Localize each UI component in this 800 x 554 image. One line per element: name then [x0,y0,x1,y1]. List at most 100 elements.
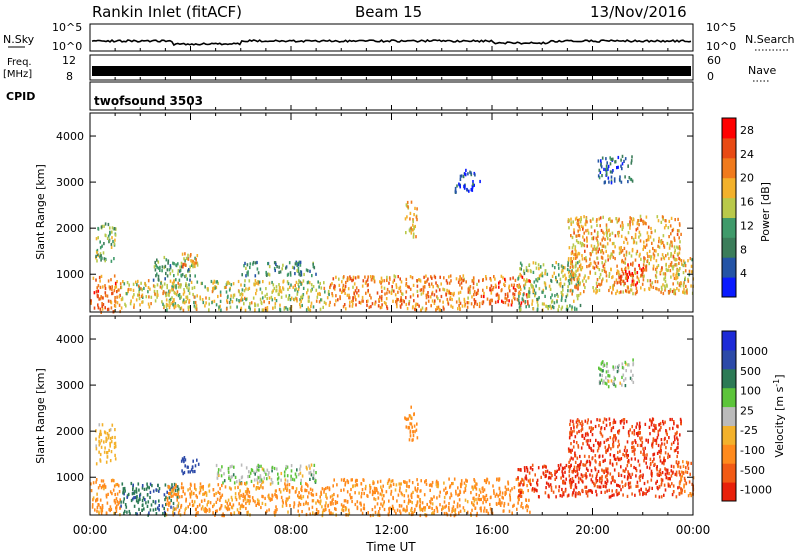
scatter-cell [422,291,425,295]
scatter-cell [605,173,608,177]
scatter-cell [662,272,665,276]
scatter-cell [627,470,629,474]
scatter-cell [540,475,542,479]
scatter-cell [675,495,678,499]
scatter-cell [600,249,602,253]
scatter-cell [349,275,351,279]
scatter-cell [609,156,611,160]
scatter-cell [636,289,638,293]
scatter-cell [350,487,352,492]
scatter-cell [180,486,183,490]
scatter-cell [413,412,415,417]
scatter-cell [601,279,603,283]
scatter-cell [605,438,608,442]
scatter-cell [585,217,588,221]
scatter-cell [190,490,193,494]
scatter-cell [625,270,627,274]
scatter-cell [639,436,641,440]
scatter-cell [651,445,654,449]
scatter-cell [684,269,687,273]
scatter-cell [236,480,238,484]
scatter-cell [237,279,240,284]
scatter-cell [194,264,196,269]
scatter-cell [640,487,642,491]
scatter-cell [311,488,314,492]
scatter-cell [369,275,372,279]
scatter-cell [660,483,663,487]
scatter-cell [648,466,651,470]
scatter-cell [675,272,678,276]
scatter-cell [409,499,412,503]
scatter-cell [671,289,674,294]
scatter-cell [299,280,301,284]
scatter-cell [624,157,627,161]
scatter-cell [638,476,641,480]
scatter-cell [593,266,596,270]
scatter-cell [455,277,458,281]
scatter-cell [156,265,158,269]
scatter-cell [515,288,517,292]
scatter-cell [603,266,606,270]
scatter-cell [547,482,550,486]
scatter-cell [577,287,579,291]
scatter-cell [97,289,100,293]
scatter-cell [588,459,591,463]
scatter-cell [244,296,246,300]
scatter-cell [687,466,690,470]
scatter-cell [96,286,98,290]
scatter-cell [141,486,144,490]
scatter-cell [393,278,396,282]
scatter-cell [655,259,658,263]
scatter-cell [601,373,603,378]
scatter-cell [508,299,510,303]
scatter-cell [505,297,508,301]
scatter-cell [577,223,579,227]
scatter-cell [177,269,180,273]
scatter-cell [166,308,168,312]
scatter-cell [332,502,334,506]
scatter-cell [111,230,113,234]
scatter-cell [490,291,493,295]
scatter-cell [616,456,619,460]
scatter-cell [279,490,282,494]
scatter-cell [196,458,198,462]
scatter-cell [415,504,418,508]
scatter-cell [691,482,693,486]
scatter-cell [99,240,101,244]
scatter-cell [343,288,345,293]
scatter-cell [276,508,278,512]
scatter-cell [622,272,625,276]
scatter-cell [663,226,666,230]
scatter-cell [632,241,635,245]
scatter-cell [103,440,105,444]
scatter-cell [653,457,655,461]
scatter-cell [560,298,563,302]
scatter-cell [183,301,186,305]
scatter-cell [562,493,565,497]
scatter-cell [247,494,250,498]
scatter-cell [296,468,298,472]
scatter-cell [680,475,682,479]
scatter-cell [550,472,552,476]
scatter-cell [386,481,389,485]
scatter-cell [527,505,529,509]
scatter-cell [379,306,382,310]
scatter-cell [445,511,448,516]
scatter-cell [587,231,590,235]
scatter-cell [305,465,308,469]
scatter-cell [576,469,578,473]
scatter-cell [364,275,366,279]
scatter-cell [532,487,534,491]
scatter-cell [627,164,629,168]
scatter-cell [266,477,268,481]
scatter-cell [517,276,520,280]
scatter-cell [181,265,183,269]
scatter-cell [385,297,388,301]
scatter-cell [189,492,191,496]
scatter-cell [175,492,177,497]
scatter-cell [679,284,682,288]
scatter-cell [400,298,403,302]
scatter-cell [642,473,644,477]
scatter-cell [602,484,605,488]
scatter-cell [624,445,627,449]
